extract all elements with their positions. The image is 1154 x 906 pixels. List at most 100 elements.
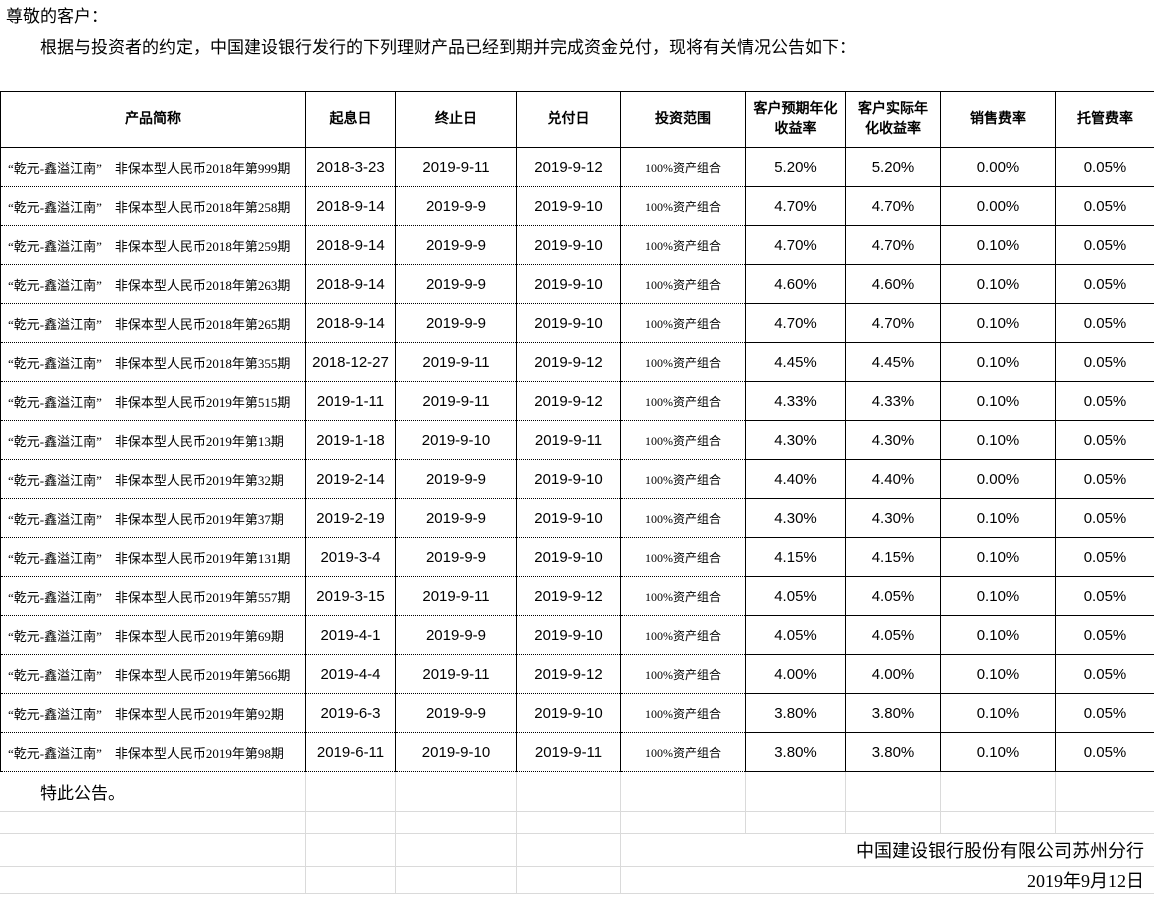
cell-sales-fee: 0.00% [940, 186, 1056, 226]
cell-sales-fee: 0.00% [940, 147, 1056, 187]
cell-payment-date: 2019-9-12 [516, 576, 621, 616]
cell-sales-fee: 0.10% [940, 693, 1056, 733]
cell-custody-fee: 0.05% [1055, 615, 1154, 655]
cell-start-date: 2019-4-1 [305, 615, 396, 655]
cell-end-date: 2019-9-9 [395, 225, 517, 265]
cell-product-name: “乾元-鑫溢江南” 非保本型人民币2018年第355期 [0, 342, 306, 382]
cell-actual-yield: 4.33% [845, 381, 941, 421]
cell-actual-yield: 4.70% [845, 186, 941, 226]
cell-actual-yield: 3.80% [845, 732, 941, 772]
cell-actual-yield: 4.70% [845, 225, 941, 265]
cell-product-name: “乾元-鑫溢江南” 非保本型人民币2019年第32期 [0, 459, 306, 499]
cell-start-date: 2019-6-11 [305, 732, 396, 772]
cell-custody-fee: 0.05% [1055, 420, 1154, 460]
cell-product-name: “乾元-鑫溢江南” 非保本型人民币2018年第258期 [0, 186, 306, 226]
cell-investment-scope: 100%资产组合 [620, 381, 746, 421]
table-row: “乾元-鑫溢江南” 非保本型人民币2019年第515期 2019-1-11 2019… [0, 381, 1154, 421]
empty-row [0, 811, 1154, 834]
cell-sales-fee: 0.10% [940, 732, 1056, 772]
cell-end-date: 2019-9-11 [395, 576, 517, 616]
table-row: “乾元-鑫溢江南” 非保本型人民币2018年第265期 2018-9-14 2019… [0, 303, 1154, 343]
cell-product-name: “乾元-鑫溢江南” 非保本型人民币2019年第566期 [0, 654, 306, 694]
cell-end-date: 2019-9-10 [395, 420, 517, 460]
cell-sales-fee: 0.10% [940, 342, 1056, 382]
document-header: 尊敬的客户： 根据与投资者的约定，中国建设银行发行的下列理财产品已经到期并完成资… [0, 0, 1154, 60]
cell-expected-yield: 4.60% [745, 264, 846, 304]
cell-end-date: 2019-9-9 [395, 303, 517, 343]
cell-investment-scope: 100%资产组合 [620, 147, 746, 187]
cell-investment-scope: 100%资产组合 [620, 654, 746, 694]
cell-end-date: 2019-9-9 [395, 264, 517, 304]
cell-payment-date: 2019-9-12 [516, 381, 621, 421]
cell-expected-yield: 4.45% [745, 342, 846, 382]
cell-investment-scope: 100%资产组合 [620, 303, 746, 343]
cell-product-name: “乾元-鑫溢江南” 非保本型人民币2019年第98期 [0, 732, 306, 772]
cell-start-date: 2019-3-15 [305, 576, 396, 616]
table-row: “乾元-鑫溢江南” 非保本型人民币2019年第32期 2019-2-14 2019-… [0, 459, 1154, 499]
cell-sales-fee: 0.10% [940, 381, 1056, 421]
table-row: “乾元-鑫溢江南” 非保本型人民币2018年第355期 2018-12-27 201… [0, 342, 1154, 382]
cell-expected-yield: 4.15% [745, 537, 846, 577]
cell-actual-yield: 5.20% [845, 147, 941, 187]
cell-expected-yield: 4.40% [745, 459, 846, 499]
cell-custody-fee: 0.05% [1055, 186, 1154, 226]
header-investment-scope: 投资范围 [620, 91, 746, 148]
cell-product-name: “乾元-鑫溢江南” 非保本型人民币2019年第37期 [0, 498, 306, 538]
signature-text: 中国建设银行股份有限公司苏州分行 [620, 833, 1154, 867]
cell-investment-scope: 100%资产组合 [620, 459, 746, 499]
table-row: “乾元-鑫溢江南” 非保本型人民币2019年第98期 2019-6-11 2019-… [0, 732, 1154, 772]
cell-sales-fee: 0.10% [940, 420, 1056, 460]
cell-custody-fee: 0.05% [1055, 147, 1154, 187]
cell-payment-date: 2019-9-10 [516, 537, 621, 577]
header-custody-fee: 托管费率 [1055, 91, 1154, 148]
cell-payment-date: 2019-9-10 [516, 693, 621, 733]
cell-start-date: 2019-2-19 [305, 498, 396, 538]
cell-sales-fee: 0.10% [940, 498, 1056, 538]
cell-sales-fee: 0.00% [940, 459, 1056, 499]
table-row: “乾元-鑫溢江南” 非保本型人民币2019年第13期 2019-1-18 2019-… [0, 420, 1154, 460]
signature-row: 中国建设银行股份有限公司苏州分行 [0, 833, 1154, 867]
header-product-name: 产品简称 [0, 91, 306, 148]
table-row: “乾元-鑫溢江南” 非保本型人民币2019年第69期 2019-4-1 2019-9… [0, 615, 1154, 655]
cell-sales-fee: 0.10% [940, 303, 1056, 343]
cell-investment-scope: 100%资产组合 [620, 576, 746, 616]
table-row: “乾元-鑫溢江南” 非保本型人民币2018年第999期 2018-3-23 2019… [0, 147, 1154, 187]
cell-payment-date: 2019-9-11 [516, 420, 621, 460]
table-row: “乾元-鑫溢江南” 非保本型人民币2018年第258期 2018-9-14 2019… [0, 186, 1154, 226]
header-sales-fee: 销售费率 [940, 91, 1056, 148]
cell-payment-date: 2019-9-10 [516, 615, 621, 655]
cell-investment-scope: 100%资产组合 [620, 342, 746, 382]
cell-custody-fee: 0.05% [1055, 225, 1154, 265]
cell-sales-fee: 0.10% [940, 615, 1056, 655]
cell-custody-fee: 0.05% [1055, 342, 1154, 382]
cell-investment-scope: 100%资产组合 [620, 732, 746, 772]
cell-custody-fee: 0.05% [1055, 498, 1154, 538]
cell-investment-scope: 100%资产组合 [620, 693, 746, 733]
cell-sales-fee: 0.10% [940, 654, 1056, 694]
cell-start-date: 2018-9-14 [305, 225, 396, 265]
cell-start-date: 2018-3-23 [305, 147, 396, 187]
cell-custody-fee: 0.05% [1055, 654, 1154, 694]
cell-product-name: “乾元-鑫溢江南” 非保本型人民币2018年第259期 [0, 225, 306, 265]
cell-expected-yield: 4.05% [745, 615, 846, 655]
cell-start-date: 2019-2-14 [305, 459, 396, 499]
table-row: “乾元-鑫溢江南” 非保本型人民币2018年第263期 2018-9-14 2019… [0, 264, 1154, 304]
cell-custody-fee: 0.05% [1055, 381, 1154, 421]
cell-actual-yield: 4.45% [845, 342, 941, 382]
cell-actual-yield: 4.00% [845, 654, 941, 694]
cell-end-date: 2019-9-9 [395, 537, 517, 577]
cell-end-date: 2019-9-11 [395, 381, 517, 421]
cell-investment-scope: 100%资产组合 [620, 615, 746, 655]
greeting-text: 尊敬的客户： [6, 7, 108, 26]
cell-payment-date: 2019-9-10 [516, 459, 621, 499]
cell-investment-scope: 100%资产组合 [620, 264, 746, 304]
cell-payment-date: 2019-9-10 [516, 186, 621, 226]
cell-expected-yield: 3.80% [745, 693, 846, 733]
cell-end-date: 2019-9-9 [395, 498, 517, 538]
cell-investment-scope: 100%资产组合 [620, 498, 746, 538]
cell-end-date: 2019-9-9 [395, 615, 517, 655]
cell-expected-yield: 5.20% [745, 147, 846, 187]
cell-expected-yield: 4.00% [745, 654, 846, 694]
cell-investment-scope: 100%资产组合 [620, 225, 746, 265]
